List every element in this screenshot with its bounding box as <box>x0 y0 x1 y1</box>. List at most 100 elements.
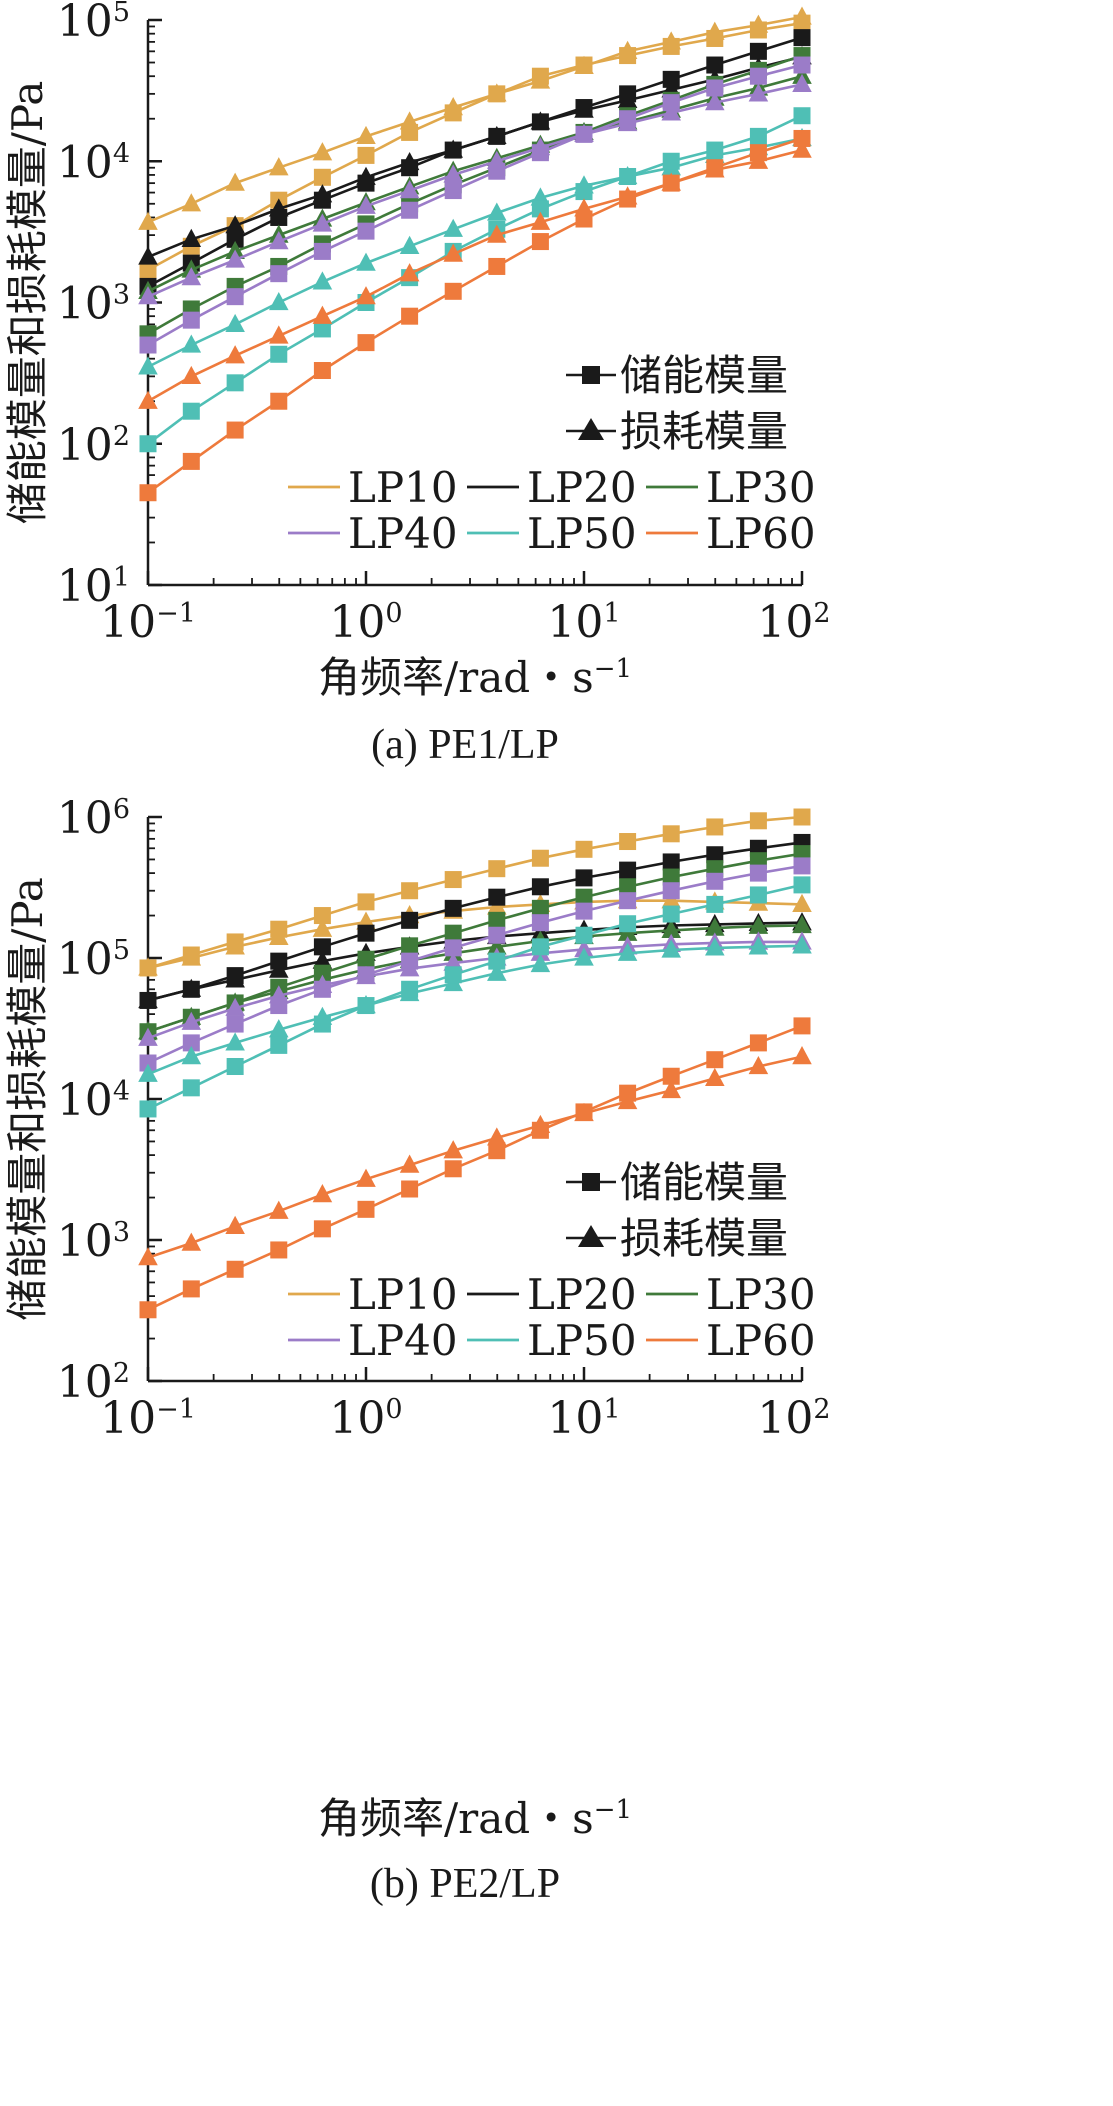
loss-point <box>312 142 333 161</box>
storage-point <box>313 168 331 186</box>
loss-point <box>181 1232 202 1251</box>
storage-point <box>488 162 506 180</box>
y-tick-label: 105 <box>57 0 130 47</box>
storage-point <box>401 201 419 219</box>
legend-square-marker <box>582 1173 600 1191</box>
loss-point <box>312 213 333 232</box>
loss-point <box>487 202 507 221</box>
storage-point <box>139 1054 157 1072</box>
loss-point <box>443 243 463 262</box>
storage-point <box>619 110 637 128</box>
storage-point <box>706 159 724 177</box>
storage-point <box>706 895 724 913</box>
loss-point <box>443 164 463 183</box>
storage-point <box>575 125 593 143</box>
legend-series-label: LP60 <box>706 509 816 558</box>
y-tick-label: 103 <box>57 279 130 330</box>
storage-point <box>619 892 637 910</box>
legend-marker-label: 损耗模量 <box>620 407 788 456</box>
storage-line <box>147 114 803 445</box>
storage-point <box>531 899 549 917</box>
loss-point <box>530 953 551 973</box>
storage-point <box>575 926 593 944</box>
x-axis-label: 角频率/rad・s−1 <box>318 1794 632 1843</box>
x-tick-label: 100 <box>329 597 402 648</box>
storage-point <box>662 905 680 923</box>
storage-point <box>270 1241 288 1259</box>
legend-series-label: LP30 <box>706 463 816 512</box>
loss-point <box>181 193 202 212</box>
loss-point <box>792 73 812 93</box>
storage-point <box>182 1034 200 1052</box>
loss-point <box>268 1200 289 1219</box>
loss-point <box>268 157 289 176</box>
storage-point <box>662 868 680 886</box>
storage-point <box>444 104 462 122</box>
loss-point <box>356 125 376 145</box>
storage-point <box>531 113 549 131</box>
storage-point <box>531 144 549 162</box>
storage-point <box>357 950 375 968</box>
storage-point <box>226 967 244 985</box>
storage-line <box>147 21 803 272</box>
storage-point <box>270 952 288 970</box>
series-LP60 <box>138 129 812 502</box>
storage-point <box>793 1017 811 1035</box>
storage-point <box>749 127 767 145</box>
storage-point <box>531 200 549 218</box>
storage-point <box>182 402 200 420</box>
storage-point <box>357 1200 375 1218</box>
storage-point <box>488 257 506 275</box>
storage-point <box>444 182 462 200</box>
loss-point <box>181 334 202 353</box>
storage-point <box>488 85 506 103</box>
storage-point <box>313 242 331 260</box>
storage-point <box>662 825 680 843</box>
y-tick-label: 105 <box>57 934 130 985</box>
storage-point <box>662 37 680 55</box>
loss-point <box>356 252 376 271</box>
legend-series-label: LP20 <box>527 1270 637 1319</box>
y-axis-label: 储能模量和损耗模量/Pa <box>3 81 52 525</box>
loss-point <box>138 356 158 375</box>
storage-line <box>147 137 803 494</box>
loss-point <box>138 1027 158 1046</box>
y-tick-label: 103 <box>57 1216 130 1267</box>
storage-point <box>619 878 637 896</box>
storage-point <box>531 1121 549 1139</box>
storage-point <box>488 952 506 970</box>
storage-point <box>401 952 419 970</box>
storage-point <box>182 980 200 998</box>
storage-point <box>226 933 244 951</box>
loss-point <box>443 952 463 971</box>
loss-line <box>147 899 803 970</box>
storage-point <box>619 833 637 851</box>
series-LP50 <box>138 107 812 453</box>
storage-point <box>619 915 637 933</box>
storage-point <box>575 1103 593 1121</box>
storage-point <box>793 56 811 74</box>
storage-point <box>749 1034 767 1052</box>
storage-point <box>749 42 767 60</box>
storage-point <box>401 123 419 141</box>
series-LP40 <box>138 857 812 1072</box>
storage-point <box>706 818 724 836</box>
storage-point <box>662 882 680 900</box>
storage-point <box>793 29 811 47</box>
storage-point <box>357 924 375 942</box>
x-tick-label: 101 <box>547 597 620 648</box>
x-axis-label: 角频率/rad・s−1 <box>318 653 632 702</box>
storage-point <box>706 872 724 890</box>
storage-point <box>226 230 244 248</box>
loss-line <box>147 137 803 369</box>
storage-point <box>749 864 767 882</box>
storage-point <box>270 265 288 283</box>
loss-point <box>487 1127 507 1146</box>
loss-point <box>443 1140 463 1159</box>
storage-point <box>182 1280 200 1298</box>
storage-point <box>313 191 331 209</box>
loss-point <box>399 263 420 282</box>
